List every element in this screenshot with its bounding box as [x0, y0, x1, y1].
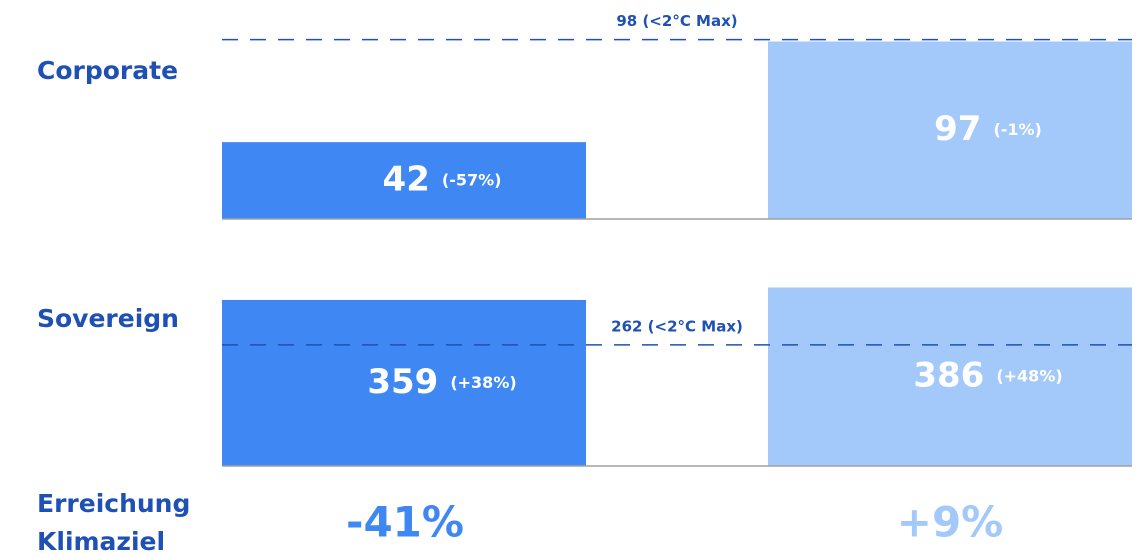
bar — [222, 299, 586, 466]
footer-label: Klimaziel — [37, 527, 165, 556]
change-label: (+38%) — [450, 372, 516, 391]
footer-value: +9% — [897, 498, 1004, 547]
footer-value: -41% — [346, 498, 464, 547]
value-label: 386 — [913, 355, 984, 395]
change-label: (-1%) — [993, 120, 1041, 139]
bar-label: 359 (+38%) — [367, 361, 516, 401]
footer-label: Erreichung — [37, 489, 190, 518]
bar-label: 386 (+48%) — [913, 355, 1062, 395]
reference-label: 98 (<2°C Max) — [616, 12, 737, 30]
change-label: (+48%) — [996, 366, 1062, 385]
change-label: (-57%) — [442, 170, 502, 189]
value-label: 359 — [367, 361, 438, 401]
panel-title: Corporate — [37, 56, 178, 85]
value-label: 97 — [934, 109, 981, 149]
reference-label: 262 (<2°C Max) — [611, 317, 743, 335]
panel-title: Sovereign — [37, 304, 179, 333]
bar — [768, 41, 1132, 219]
bar-label: 97 (-1%) — [934, 109, 1042, 149]
bar — [222, 142, 586, 219]
bar-label: 42 (-57%) — [383, 159, 502, 199]
value-label: 42 — [383, 159, 430, 199]
bar — [768, 287, 1132, 466]
